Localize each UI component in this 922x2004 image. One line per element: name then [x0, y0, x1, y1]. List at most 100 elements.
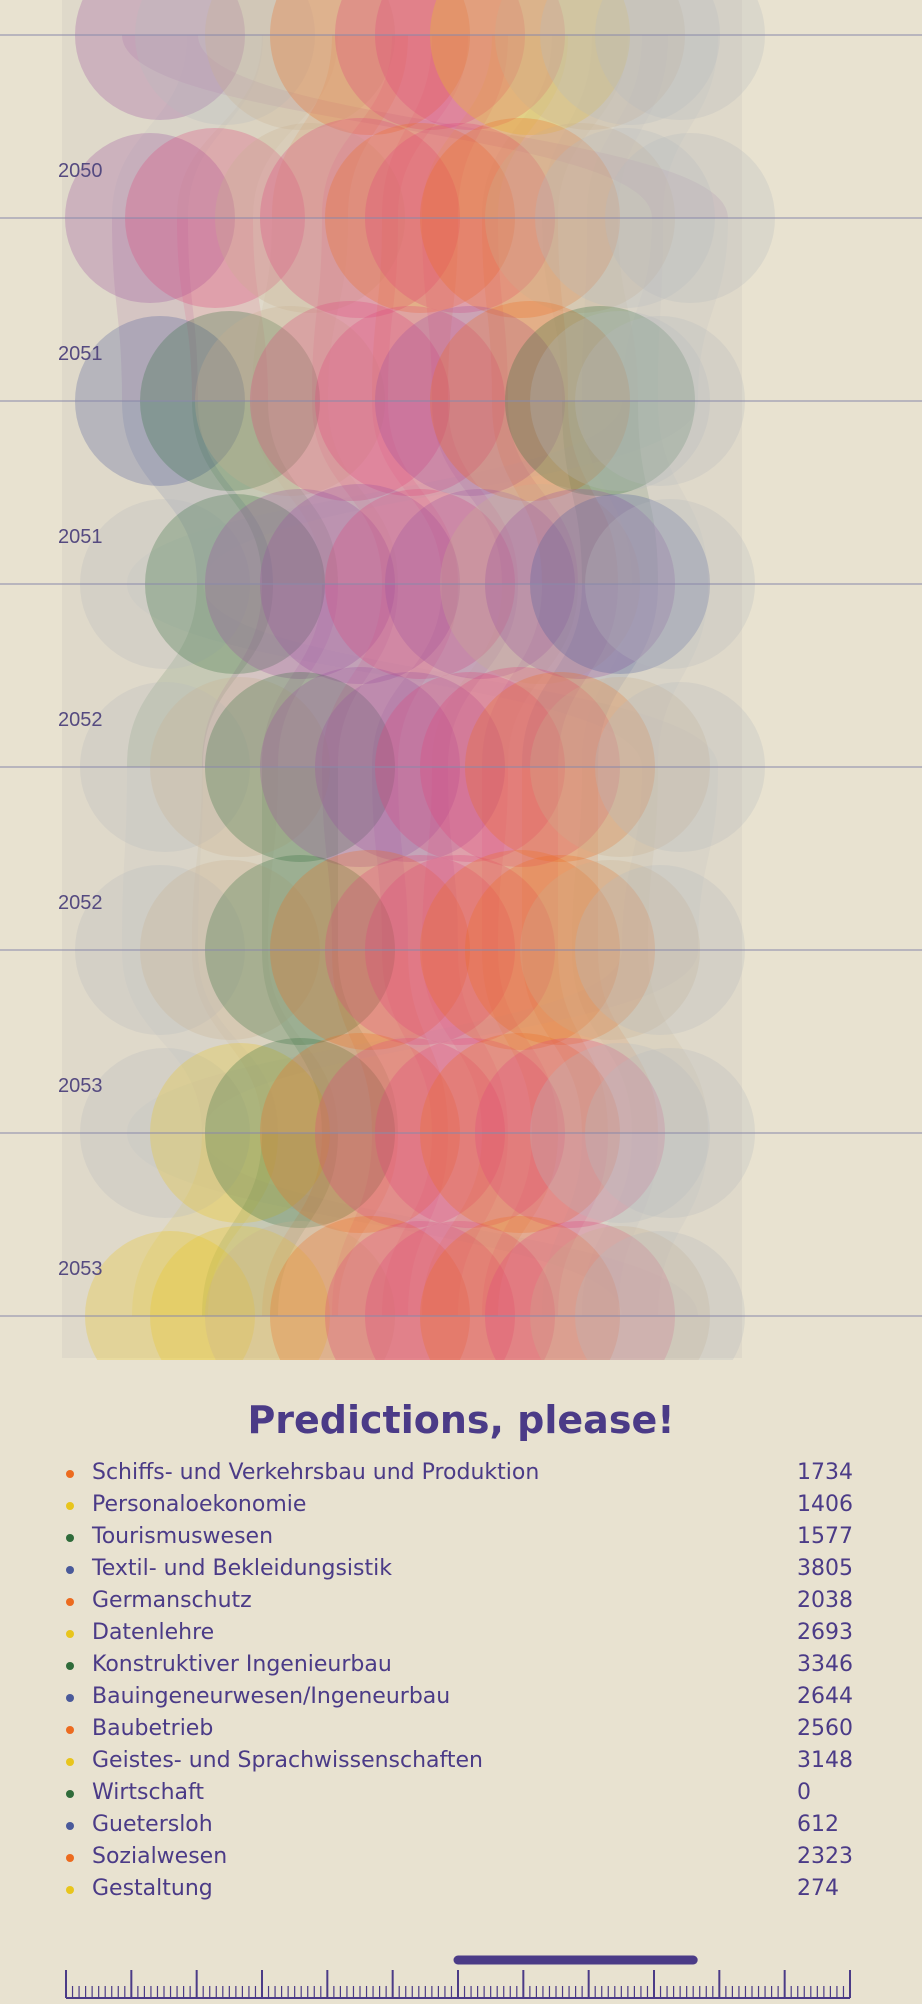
bubble — [205, 0, 395, 130]
flow-ribbon — [582, 218, 663, 401]
bubble — [595, 0, 765, 120]
legend-label: Schiffs- und Verkehrsbau und Produktion — [92, 1460, 540, 1485]
legend-value: 3148 — [797, 1748, 853, 1773]
flow-ribbon — [432, 401, 578, 584]
flow-ribbon — [492, 401, 618, 584]
flow-ribbon — [127, 950, 698, 1133]
legend-item: Schiffs- und Verkehrsbau und Produktion 1… — [0, 1457, 922, 1489]
bubble — [325, 1221, 515, 1360]
legend-value: 612 — [797, 1812, 839, 1837]
flow-ribbon — [122, 950, 278, 1133]
flow-ribbon — [272, 35, 408, 218]
legend-dot-icon — [66, 1822, 74, 1830]
legend-dot-icon — [66, 1598, 74, 1606]
bubble — [270, 1216, 470, 1360]
bubble — [150, 1226, 330, 1360]
flow-ribbon — [112, 218, 198, 401]
legend-item: Konstruktiver Ingenieurbau 3346 — [0, 1649, 922, 1681]
flow-ribbon — [382, 1133, 508, 1316]
legend-value: 3346 — [797, 1652, 853, 1677]
flow-ribbon — [422, 218, 508, 401]
flow-ribbon — [582, 584, 708, 767]
legend-dot-icon — [66, 1726, 74, 1734]
flow-ribbon — [582, 1133, 708, 1316]
flow-ribbon — [382, 35, 508, 218]
legend-item: Wirtschaft 0 — [0, 1777, 922, 1809]
bubble — [270, 0, 470, 135]
legend-item: Bauingeneurwesen/Ingeneurbau 2644 — [0, 1681, 922, 1713]
legend-item: Geistes- und Sprachwissenschaften 3148 — [0, 1745, 922, 1777]
year-label: 2051 — [58, 526, 103, 548]
legend-label: Germanschutz — [92, 1588, 252, 1613]
flow-ribbon — [482, 767, 558, 950]
flow-ribbon — [622, 218, 728, 401]
flow-ribbon — [432, 584, 578, 767]
flow-ribbon — [252, 401, 398, 584]
legend-dot-icon — [66, 1694, 74, 1702]
flow-ribbon — [562, 401, 658, 584]
legend-label: Baubetrieb — [92, 1716, 214, 1741]
year-label: 2050 — [58, 160, 103, 182]
legend-label: Sozialwesen — [92, 1844, 228, 1869]
bubble — [540, 0, 720, 125]
flow-ribbon — [322, 584, 458, 767]
legend-dot-icon — [66, 1534, 74, 1542]
legend-value: 2644 — [797, 1684, 853, 1709]
legend-list: Schiffs- und Verkehrsbau und Produktion 1… — [0, 1457, 922, 1905]
legend-dot-icon — [66, 1854, 74, 1862]
flow-ribbon — [522, 584, 658, 767]
legend-value: 2693 — [797, 1620, 853, 1645]
flow-ribbon — [122, 35, 728, 218]
flow-ribbon — [132, 1133, 278, 1316]
legend-value: 1577 — [797, 1524, 853, 1549]
legend-value: 2323 — [797, 1844, 853, 1869]
flow-ribbon — [372, 401, 518, 584]
legend-dot-icon — [66, 1790, 74, 1798]
timeline-svg — [65, 1955, 851, 1999]
legend-item: Textil- und Bekleidungsistik 3805 — [0, 1553, 922, 1585]
year-label: 2052 — [58, 709, 103, 731]
flow-ribbon — [192, 767, 278, 950]
flow-ribbon — [312, 218, 398, 401]
year-label: 2052 — [58, 892, 103, 914]
legend-value: 3805 — [797, 1556, 853, 1581]
bubble — [75, 0, 245, 120]
flow-ribbon — [322, 35, 468, 218]
legend-item: Baubetrieb 2560 — [0, 1713, 922, 1745]
flow-ribbon — [122, 401, 273, 584]
legend-item: Guetersloh 612 — [0, 1809, 922, 1841]
flow-ribbon — [372, 584, 518, 767]
flow-ribbon — [482, 1133, 608, 1316]
legend-item: Personaloekonomie 1406 — [0, 1489, 922, 1521]
year-label: 2053 — [58, 1258, 103, 1280]
flow-ribbon — [122, 767, 203, 950]
bubble — [420, 1216, 620, 1360]
flow-ribbon — [252, 218, 348, 401]
flow-ribbon — [482, 584, 618, 767]
flow-ribbon — [262, 1133, 398, 1316]
chart-band — [62, 0, 742, 1358]
legend-dot-icon — [66, 1662, 74, 1670]
flow-ribbon — [322, 767, 408, 950]
legend-value: 0 — [797, 1780, 811, 1805]
flow-ribbon — [312, 401, 458, 584]
legend-value: 1406 — [797, 1492, 853, 1517]
legend-value: 1734 — [797, 1460, 853, 1485]
flow-ribbon — [542, 35, 668, 218]
flow-ribbon — [572, 767, 658, 950]
flow-ribbon — [332, 950, 448, 1133]
flow-ribbon — [572, 950, 708, 1133]
legend-dot-icon — [66, 1470, 74, 1478]
legend-value: 274 — [797, 1876, 839, 1901]
timeline-scrubber[interactable] — [0, 1940, 922, 2000]
legend-label: Bauingeneurwesen/Ingeneurbau — [92, 1684, 451, 1709]
flow-ribbon — [482, 35, 628, 218]
flow-ribbon — [372, 218, 458, 401]
bubble-flow-svg — [0, 0, 922, 1360]
year-label: 2053 — [58, 1075, 103, 1097]
flow-ribbon — [177, 35, 338, 218]
flow-ribbon — [202, 1133, 338, 1316]
legend-item: Gestaltung 274 — [0, 1873, 922, 1905]
flow-ribbon — [542, 218, 638, 401]
flow-ribbon — [587, 35, 718, 218]
